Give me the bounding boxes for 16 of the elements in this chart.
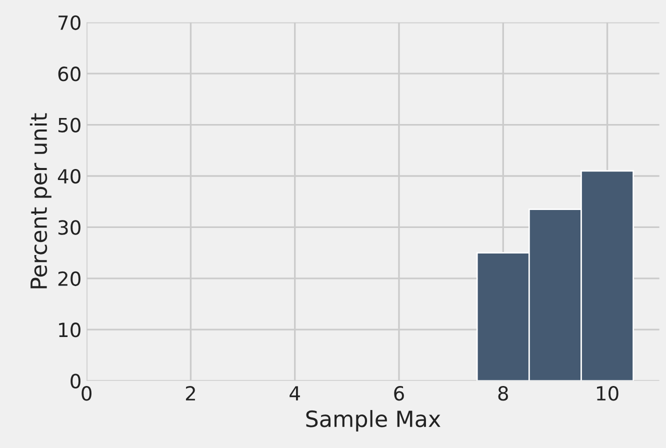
x-tick-label: 0 bbox=[82, 386, 92, 401]
y-tick-label: 50 bbox=[58, 118, 80, 132]
y-tick-label: 0 bbox=[70, 374, 80, 388]
y-tick-label: 20 bbox=[58, 271, 80, 286]
x-tick-label: 4 bbox=[290, 386, 300, 400]
y-tick-label: 70 bbox=[58, 15, 80, 30]
y-axis-title: Percent per unit bbox=[30, 113, 52, 288]
x-tick-label: 2 bbox=[186, 386, 195, 400]
x-tick-label: 10 bbox=[597, 386, 618, 401]
x-axis-title: Sample Max bbox=[306, 410, 440, 432]
y-tick-label: 10 bbox=[59, 322, 80, 338]
x-tick-label: 6 bbox=[394, 386, 404, 401]
y-tick-label: 30 bbox=[58, 220, 80, 235]
y-tick-label: 40 bbox=[58, 168, 80, 184]
x-tick-label: 8 bbox=[498, 386, 508, 401]
y-tick-label: 60 bbox=[58, 66, 80, 82]
